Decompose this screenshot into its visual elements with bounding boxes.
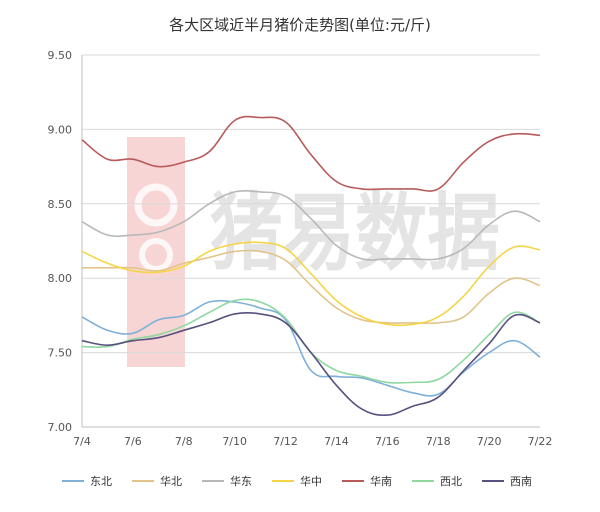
x-axis-ticks: 7/4 7/6 7/8 7/10 7/12 7/14 7/16 7/18 7/20 7/22 <box>73 435 552 448</box>
series-line-1 <box>82 249 541 325</box>
chart-title: 各大区域近半月猪价走势图(单位:元/斤) <box>169 16 431 34</box>
x-tick-label: 7/4 <box>73 435 91 448</box>
x-tick-label: 7/14 <box>324 435 349 448</box>
legend-label: 东北 <box>90 475 112 488</box>
legend-label: 华东 <box>230 474 252 488</box>
y-tick-label: 8.50 <box>48 198 73 211</box>
y-axis-ticks: 7.00 7.50 8.00 8.50 9.00 9.50 <box>48 49 73 434</box>
x-tick-label: 7/16 <box>375 435 400 448</box>
legend-label: 华南 <box>370 474 392 488</box>
series-line-0 <box>81 299 541 397</box>
x-tick-label: 7/8 <box>175 435 193 448</box>
series-line-4 <box>81 115 541 192</box>
legend-label: 华中 <box>300 474 322 488</box>
watermark-badge-circle-bottom <box>139 238 173 272</box>
legend-label: 华北 <box>160 474 182 488</box>
series-line-3 <box>81 241 541 327</box>
y-tick-label: 7.50 <box>48 347 73 360</box>
legend: 东北 华北 华东 华中 华南 西北 西南 <box>62 474 532 488</box>
legend-label: 西北 <box>440 475 462 488</box>
x-tick-label: 7/18 <box>426 435 451 448</box>
x-tick-label: 7/6 <box>124 435 142 448</box>
series-line-2 <box>81 189 541 261</box>
y-gridlines <box>81 54 540 428</box>
legend-label: 西南 <box>510 475 532 488</box>
x-tick-label: 7/10 <box>222 435 247 448</box>
series-lines <box>81 115 541 417</box>
x-tick-label: 7/20 <box>477 435 502 448</box>
series-line-6 <box>81 311 541 417</box>
y-tick-label: 9.00 <box>48 123 73 136</box>
y-tick-label: 9.50 <box>48 49 73 62</box>
y-tick-label: 7.00 <box>48 421 73 434</box>
x-tick-label: 7/22 <box>528 435 553 448</box>
watermark-badge-circle-top <box>134 183 178 227</box>
x-tick-label: 7/12 <box>273 435 298 448</box>
watermark-logo: 猪易数据 <box>127 137 500 367</box>
watermark-text: 猪易数据 <box>210 183 500 282</box>
y-tick-label: 8.00 <box>48 272 73 285</box>
